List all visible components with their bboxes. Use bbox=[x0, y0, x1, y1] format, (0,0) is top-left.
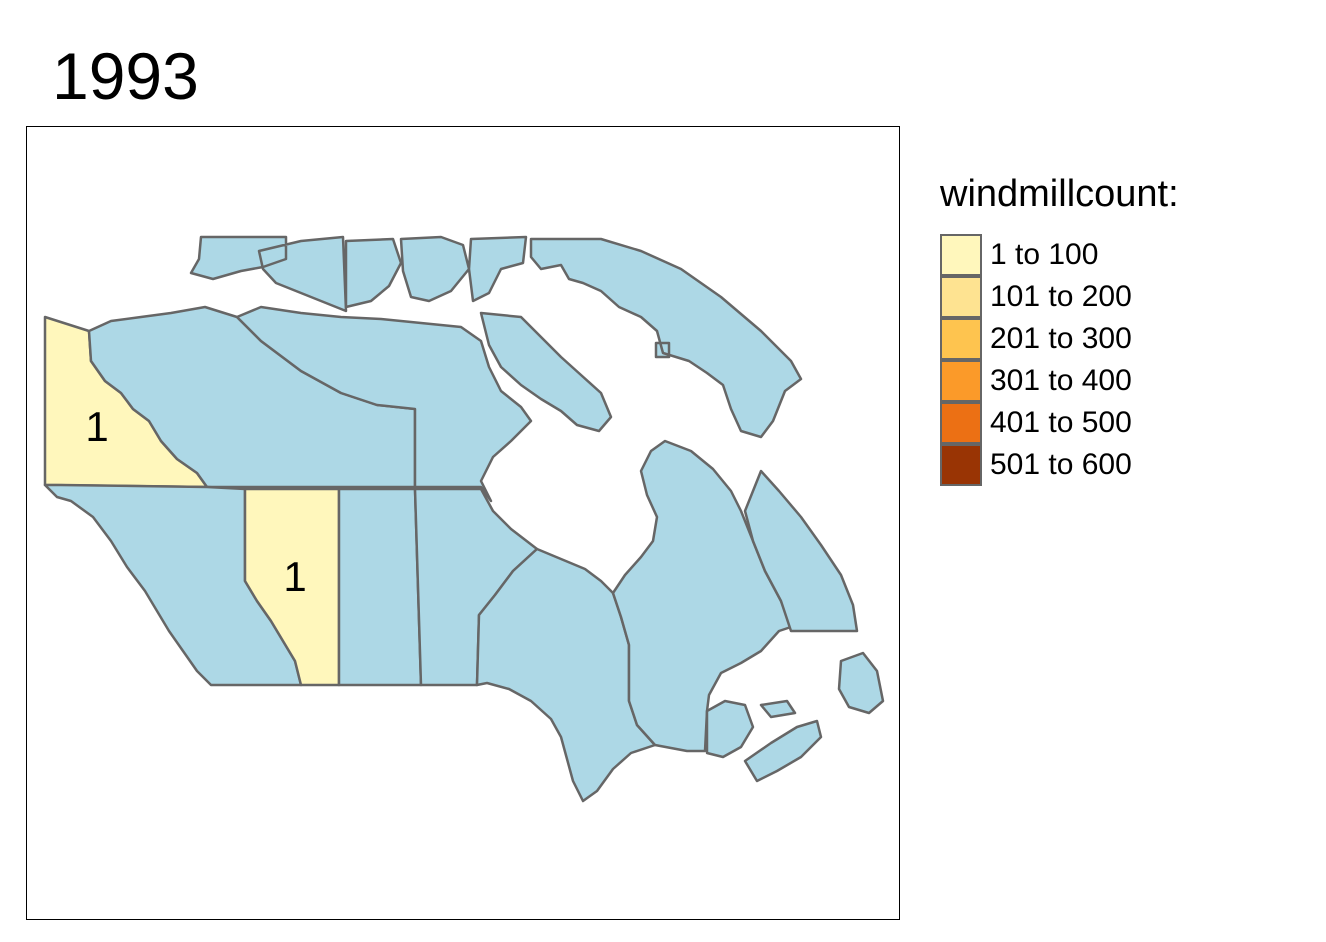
legend-swatch bbox=[940, 360, 982, 402]
legend-item: 401 to 500 bbox=[940, 402, 1179, 444]
legend-label: 401 to 500 bbox=[990, 406, 1132, 439]
legend-swatch bbox=[940, 234, 982, 276]
region-newfoundland-labrador[interactable] bbox=[743, 469, 885, 715]
legend-item: 301 to 400 bbox=[940, 360, 1179, 402]
legend-label: 301 to 400 bbox=[990, 364, 1132, 397]
region-nunavut[interactable] bbox=[235, 305, 533, 503]
legend: windmillcount: 1 to 100 101 to 200 201 to … bbox=[940, 172, 1179, 486]
page-title: 1993 bbox=[52, 39, 199, 113]
legend-item: 201 to 300 bbox=[940, 318, 1179, 360]
legend-label: 1 to 100 bbox=[990, 238, 1099, 271]
legend-label: 101 to 200 bbox=[990, 280, 1132, 313]
map-frame: 1 1 bbox=[26, 126, 900, 920]
legend-label: 201 to 300 bbox=[990, 322, 1132, 355]
region-label-alberta: 1 bbox=[283, 553, 306, 600]
legend-swatch bbox=[940, 402, 982, 444]
region-label-yukon: 1 bbox=[85, 403, 108, 450]
legend-swatch bbox=[940, 444, 982, 486]
canada-map: 1 1 bbox=[43, 235, 885, 803]
region-arctic-islands[interactable] bbox=[189, 235, 803, 439]
legend-item: 101 to 200 bbox=[940, 276, 1179, 318]
legend-swatch bbox=[940, 318, 982, 360]
legend-swatch bbox=[940, 276, 982, 318]
legend-label: 501 to 600 bbox=[990, 448, 1132, 481]
legend-items: 1 to 100 101 to 200 201 to 300 301 to 400 40… bbox=[940, 234, 1179, 486]
legend-item: 501 to 600 bbox=[940, 444, 1179, 486]
legend-item: 1 to 100 bbox=[940, 234, 1179, 276]
region-saskatchewan[interactable] bbox=[337, 487, 423, 687]
region-prince-edward-island[interactable] bbox=[759, 699, 797, 719]
region-nova-scotia[interactable] bbox=[743, 719, 823, 783]
region-ontario[interactable] bbox=[475, 547, 657, 803]
legend-title: windmillcount: bbox=[940, 173, 1179, 215]
region-new-brunswick[interactable] bbox=[705, 699, 755, 759]
